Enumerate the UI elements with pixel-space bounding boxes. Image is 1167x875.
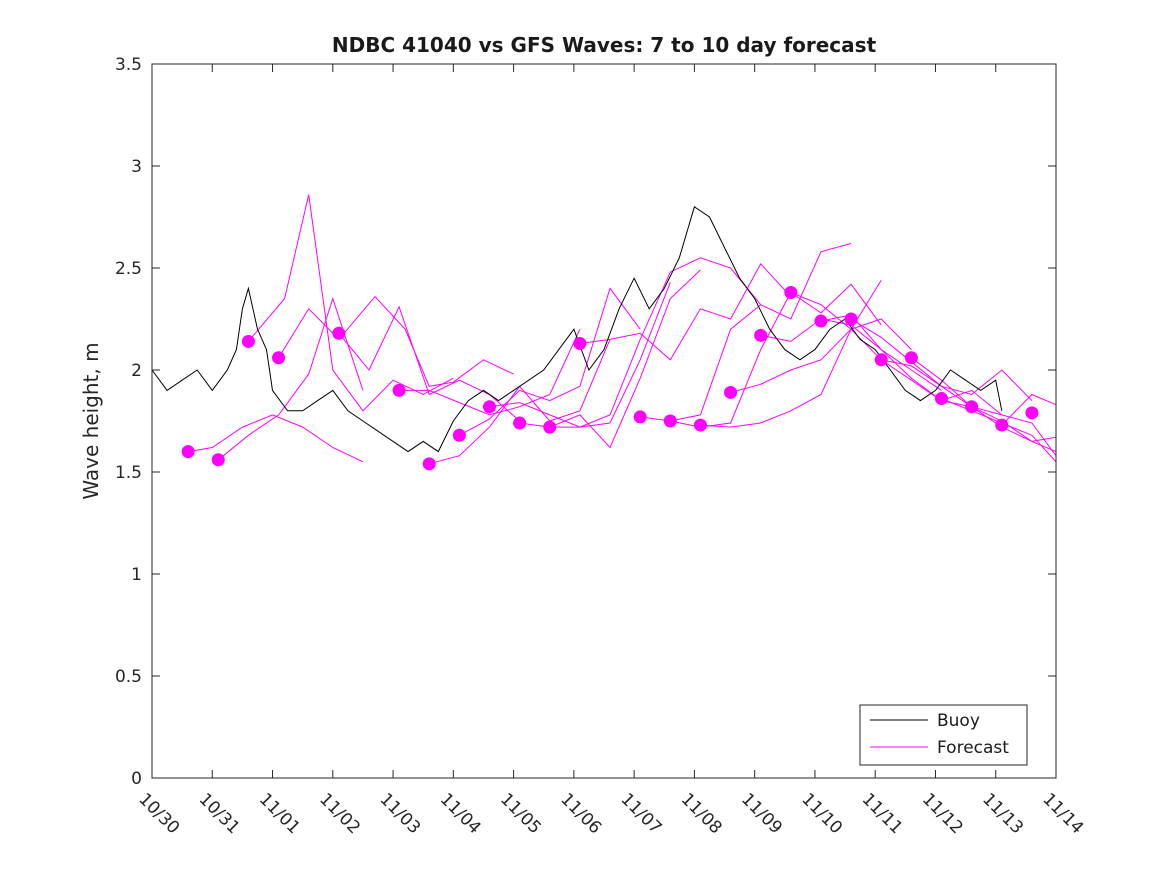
y-tick-label: 0.5: [115, 667, 142, 687]
y-tick-label: 2.5: [115, 259, 142, 279]
forecast-lines: [188, 194, 1057, 465]
forecast-point: [965, 400, 979, 414]
x-tick-label: 10/30: [134, 789, 183, 838]
forecast-point: [693, 418, 707, 432]
forecast-point: [724, 385, 738, 399]
forecast-point: [1025, 406, 1039, 420]
plot-background: [152, 64, 1056, 778]
forecast-point: [543, 420, 557, 434]
forecast-line: [399, 328, 581, 416]
y-tick-label: 1: [131, 565, 142, 585]
y-tick-label: 2: [131, 361, 142, 381]
x-tick-label: 11/06: [556, 789, 605, 838]
y-axis-label: Wave height, m: [79, 342, 103, 499]
forecast-point: [211, 453, 225, 467]
forecast-point: [784, 285, 798, 299]
x-tick-label: 11/12: [918, 789, 967, 838]
x-tick-label: 11/07: [617, 789, 666, 838]
forecast-point: [392, 383, 406, 397]
x-tick-label: 11/01: [255, 789, 304, 838]
forecast-line: [971, 406, 1057, 442]
x-tick-label: 11/14: [1038, 789, 1087, 838]
y-tick-label: 3: [131, 157, 142, 177]
forecast-line: [549, 257, 762, 428]
forecast-line: [459, 287, 641, 436]
chart-title: NDBC 41040 vs GFS Waves: 7 to 10 day for…: [332, 33, 877, 57]
forecast-line: [730, 318, 912, 393]
forecast-line: [911, 357, 1057, 453]
forecast-point: [241, 334, 255, 348]
forecast-point: [844, 312, 858, 326]
x-tick-label: 11/03: [376, 789, 425, 838]
forecast-point: [181, 445, 195, 459]
forecast-point: [995, 418, 1009, 432]
forecast-line: [188, 414, 364, 463]
x-tick-label: 11/08: [677, 789, 726, 838]
forecast-point: [814, 314, 828, 328]
forecast-line: [278, 295, 514, 387]
forecast-markers: [181, 285, 1039, 471]
forecast-point: [422, 457, 436, 471]
forecast-point: [934, 392, 948, 406]
buoy-line-group: [151, 206, 1003, 453]
forecast-point: [452, 428, 466, 442]
forecast-line: [217, 296, 364, 461]
y-tick-label: 3.5: [115, 55, 142, 75]
forecast-point: [754, 328, 768, 342]
forecast-point: [904, 351, 918, 365]
x-tick-label: 11/09: [737, 789, 786, 838]
x-tick-label: 11/05: [496, 789, 545, 838]
x-tick-label: 10/31: [195, 789, 244, 838]
forecast-point: [663, 414, 677, 428]
y-tick-label: 0: [131, 769, 142, 789]
forecast-point: [513, 416, 527, 430]
x-tick-label: 11/02: [315, 789, 364, 838]
forecast-point: [573, 336, 587, 350]
legend-buoy-label: Buoy: [937, 711, 980, 731]
x-tick-label: 11/04: [436, 789, 485, 838]
legend-box: [859, 704, 1028, 766]
forecast-line: [1001, 393, 1057, 426]
x-tick-label: 11/13: [978, 789, 1027, 838]
forecast-line: [579, 263, 792, 361]
x-tick-label: 11/10: [797, 789, 846, 838]
forecast-point: [272, 351, 286, 365]
y-tick-label: 1.5: [115, 463, 142, 483]
forecast-point: [633, 410, 647, 424]
legend: Buoy Forecast: [859, 704, 1028, 766]
forecast-line: [248, 194, 454, 412]
forecast-point: [482, 400, 496, 414]
x-tick-label: 11/11: [858, 789, 907, 838]
plot-frame: [151, 63, 1057, 779]
forecast-point: [332, 326, 346, 340]
legend-forecast-label: Forecast: [937, 738, 1009, 758]
y-axis: 0 0.5 1 1.5 2 2.5 3 3.5: [115, 55, 1056, 789]
buoy-line: [151, 206, 1003, 453]
forecast-point: [874, 353, 888, 367]
